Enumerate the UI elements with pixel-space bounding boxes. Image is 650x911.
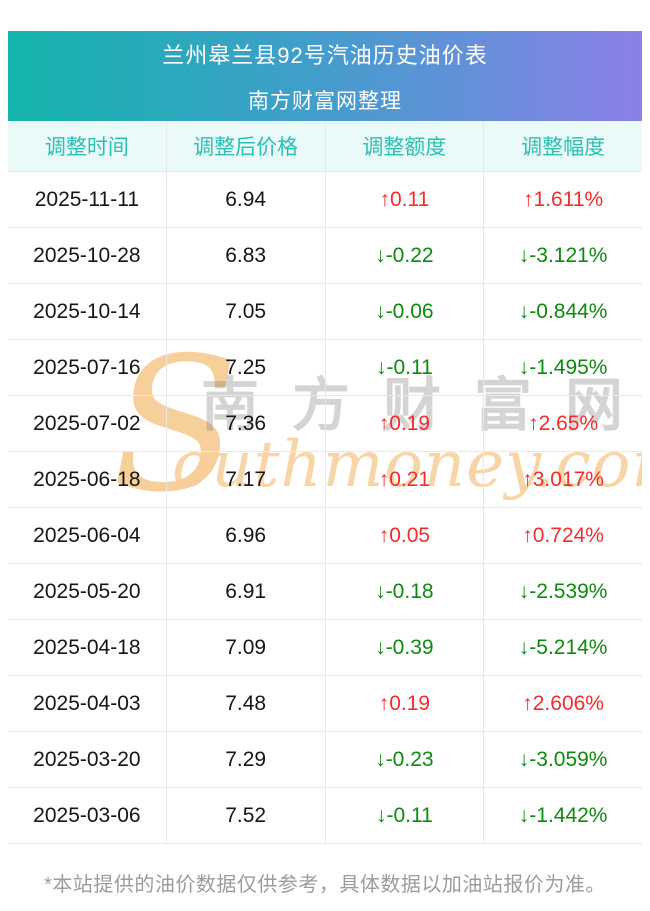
cell-price: 7.09 — [165, 620, 325, 675]
cell-price: 7.05 — [165, 284, 325, 339]
cell-change-amount: ↓-0.23 — [324, 732, 484, 787]
cell-adjust-date: 2025-07-02 — [33, 411, 141, 435]
cell-price: 7.25 — [165, 340, 325, 395]
table-body: 2025-11-11 6.94 ↑0.11 ↑1.611% 2025-10-28 6.83… — [8, 171, 642, 844]
cell-price: 7.29 — [165, 732, 325, 787]
cell-adjust-date: 2025-03-06 — [33, 803, 141, 827]
page-title: 兰州皋兰县92号汽油历史油价表 — [162, 42, 488, 68]
cell-change-amount: ↓-0.18 — [324, 564, 484, 619]
cell-change-percent: ↓-3.121% — [483, 228, 642, 283]
table-row: 2025-07-02 7.36 ↑0.19 ↑2.65% — [8, 395, 642, 451]
cell-change-percent: ↑0.724% — [483, 508, 642, 563]
cell-change-percent: ↑1.611% — [483, 172, 642, 227]
column-header-adjust-amount: 调整额度 — [324, 121, 484, 171]
table-row: 2025-10-28 6.83 ↓-0.22 ↓-3.121% — [8, 227, 642, 283]
table-title-banner: 兰州皋兰县92号汽油历史油价表 南方财富网整理 — [8, 31, 642, 121]
cell-change-amount: ↓-0.06 — [324, 284, 484, 339]
cell-price: 7.52 — [165, 788, 325, 843]
footer-disclaimer: *本站提供的油价数据仅供参考，具体数据以加油站报价为准。 — [44, 874, 606, 896]
cell-price: 7.36 — [165, 396, 325, 451]
column-header-price-after: 调整后价格 — [165, 121, 325, 171]
table-row: 2025-06-04 6.96 ↑0.05 ↑0.724% — [8, 507, 642, 563]
cell-adjust-date: 2025-10-14 — [33, 299, 141, 323]
table-row: 2025-05-20 6.91 ↓-0.18 ↓-2.539% — [8, 563, 642, 619]
cell-adjust-date: 2025-05-20 — [33, 579, 141, 603]
table-row: 2025-11-11 6.94 ↑0.11 ↑1.611% — [8, 171, 642, 227]
cell-change-percent: ↑2.65% — [483, 396, 642, 451]
cell-adjust-date: 2025-11-11 — [34, 187, 140, 211]
cell-change-percent: ↑3.017% — [483, 452, 642, 507]
table-row: 2025-04-03 7.48 ↑0.19 ↑2.606% — [8, 675, 642, 731]
cell-adjust-date: 2025-04-03 — [33, 691, 141, 715]
cell-change-percent: ↓-2.539% — [483, 564, 642, 619]
column-header-adjust-time: 调整时间 — [44, 136, 129, 159]
cell-adjust-date: 2025-03-20 — [33, 747, 141, 771]
cell-price: 6.96 — [165, 508, 325, 563]
cell-change-amount: ↑0.05 — [324, 508, 484, 563]
cell-price: 6.94 — [165, 172, 325, 227]
cell-adjust-date: 2025-10-28 — [33, 243, 141, 267]
cell-change-amount: ↓-0.39 — [324, 620, 484, 675]
cell-change-amount: ↓-0.11 — [324, 340, 484, 395]
table-row: 2025-06-18 7.17 ↑0.21 ↑3.017% — [8, 451, 642, 507]
cell-change-amount: ↑0.19 — [324, 676, 484, 731]
cell-change-percent: ↓-1.495% — [483, 340, 642, 395]
cell-change-percent: ↓-1.442% — [483, 788, 642, 843]
cell-change-percent: ↓-3.059% — [483, 732, 642, 787]
cell-change-amount: ↓-0.22 — [324, 228, 484, 283]
cell-change-amount: ↑0.11 — [324, 172, 484, 227]
price-history-table: S 南方财富网 outhmoney.com 调整时间 调整后价格 调整额度 调整… — [8, 121, 642, 844]
cell-price: 6.83 — [165, 228, 325, 283]
column-header-adjust-percent: 调整幅度 — [483, 121, 642, 171]
table-row: 2025-03-20 7.29 ↓-0.23 ↓-3.059% — [8, 731, 642, 787]
cell-price: 6.91 — [165, 564, 325, 619]
table-row: 2025-07-16 7.25 ↓-0.11 ↓-1.495% — [8, 339, 642, 395]
cell-change-percent: ↓-5.214% — [483, 620, 642, 675]
cell-adjust-date: 2025-04-18 — [33, 635, 141, 659]
table-header-row: 调整时间 调整后价格 调整额度 调整幅度 — [8, 121, 642, 171]
cell-change-percent: ↑2.606% — [483, 676, 642, 731]
cell-change-amount: ↓-0.11 — [324, 788, 484, 843]
cell-adjust-date: 2025-06-04 — [33, 523, 141, 547]
cell-change-amount: ↑0.21 — [324, 452, 484, 507]
table-row: 2025-03-06 7.52 ↓-0.11 ↓-1.442% — [8, 787, 642, 843]
cell-adjust-date: 2025-07-16 — [33, 355, 141, 379]
cell-price: 7.48 — [165, 676, 325, 731]
table-row: 2025-10-14 7.05 ↓-0.06 ↓-0.844% — [8, 283, 642, 339]
cell-adjust-date: 2025-06-18 — [33, 467, 141, 491]
cell-change-percent: ↓-0.844% — [483, 284, 642, 339]
cell-price: 7.17 — [165, 452, 325, 507]
page-subtitle: 南方财富网整理 — [248, 89, 402, 113]
cell-change-amount: ↑0.19 — [324, 396, 484, 451]
table-row: 2025-04-18 7.09 ↓-0.39 ↓-5.214% — [8, 619, 642, 675]
